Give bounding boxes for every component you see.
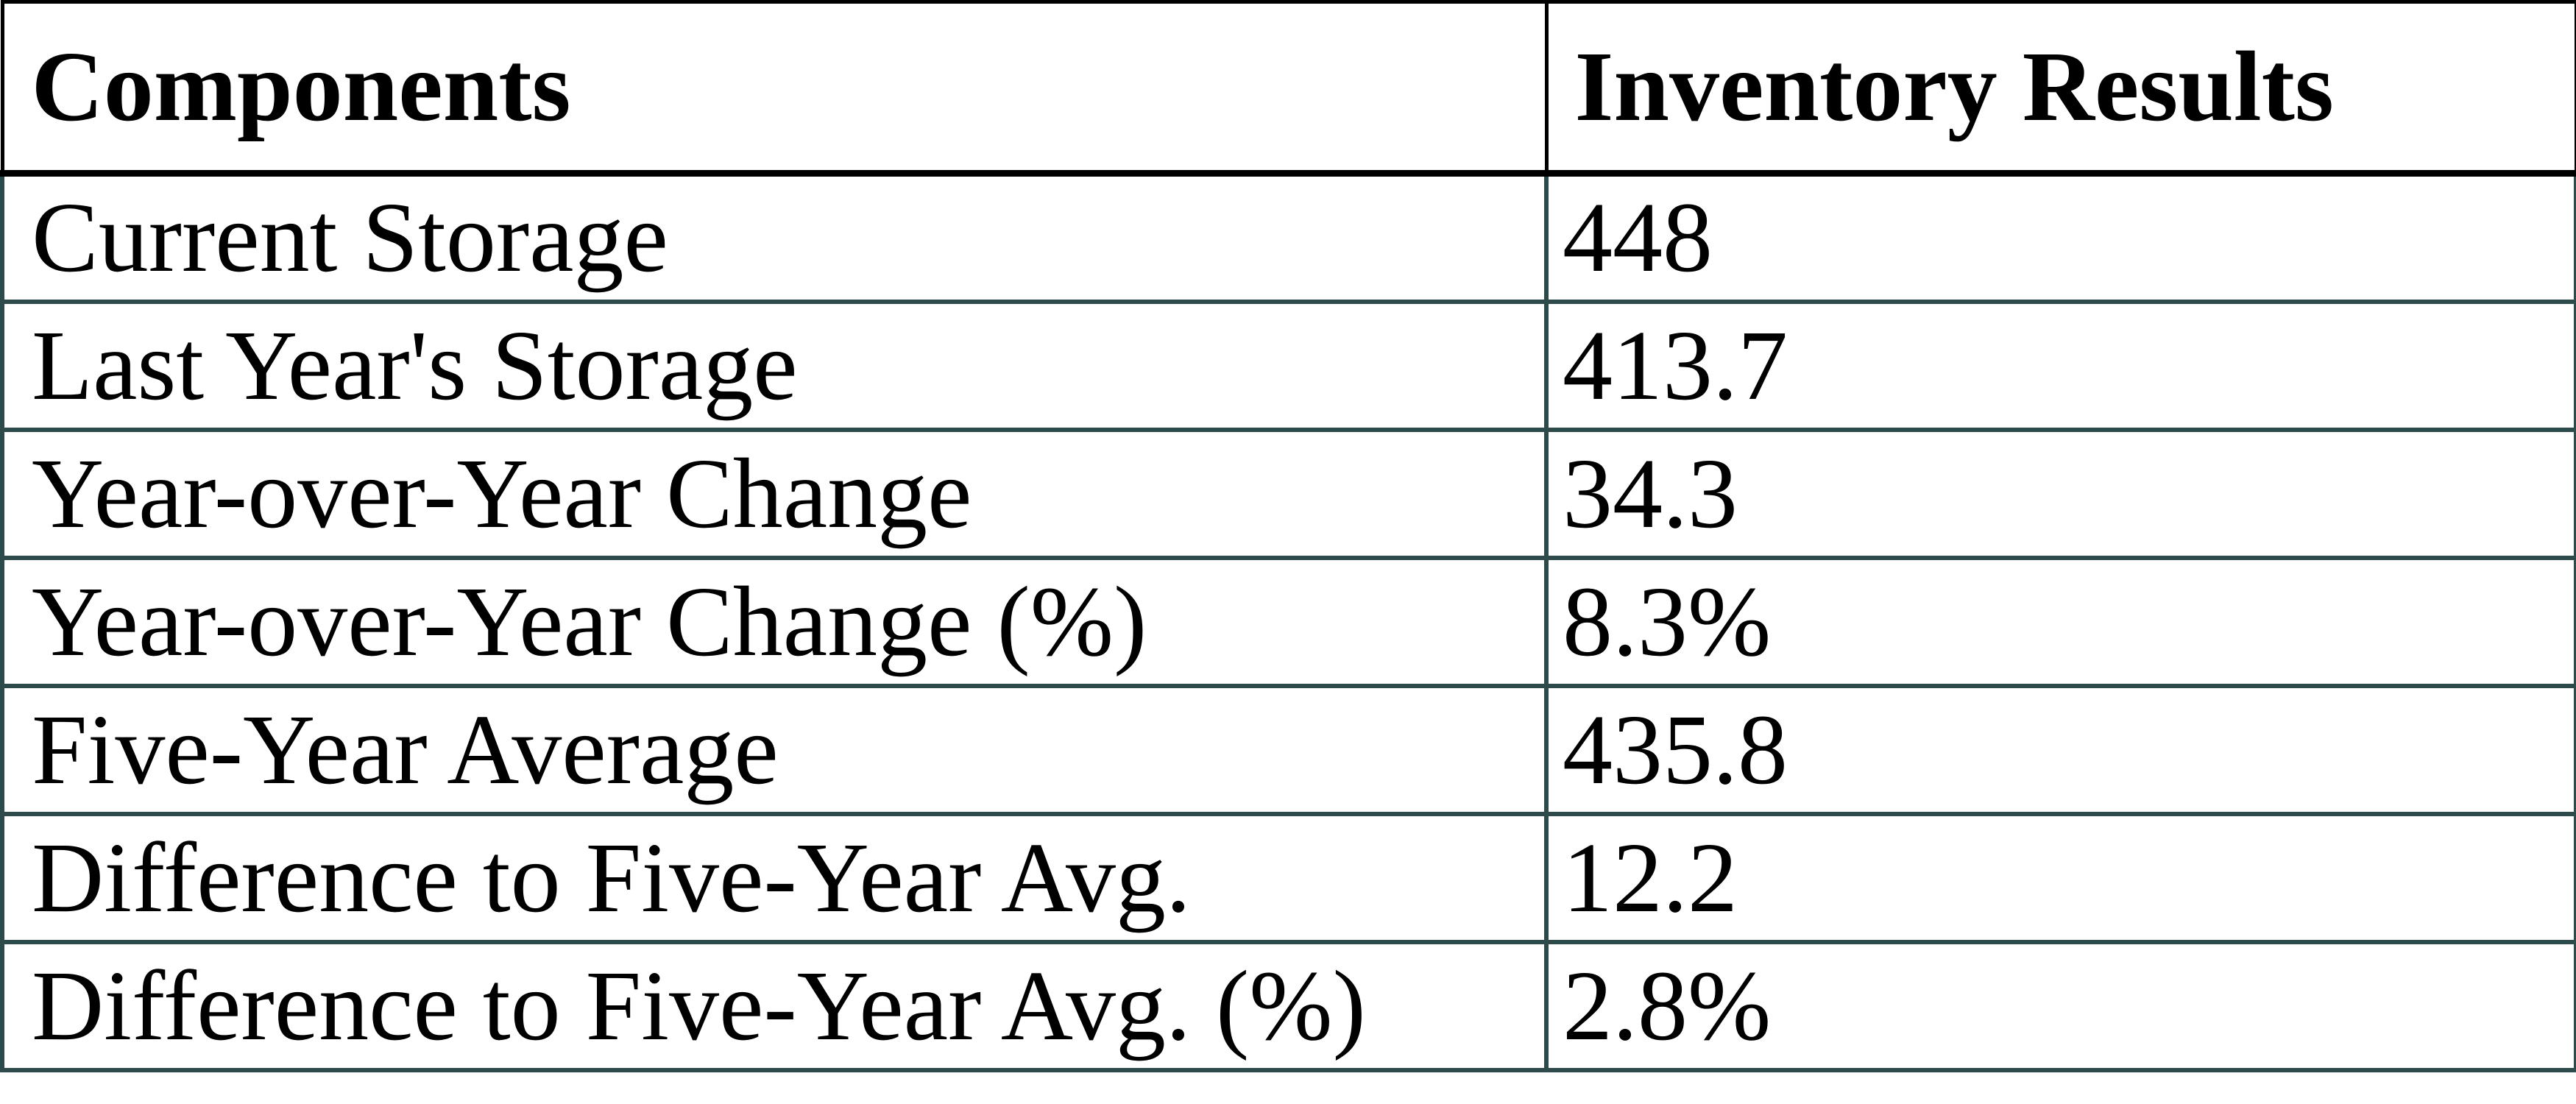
table-row: Last Year's Storage 413.7 xyxy=(0,299,2576,432)
value-cell: 413.7 xyxy=(1544,299,2576,432)
table-row: Year-over-Year Change (%) 8.3% xyxy=(0,555,2576,688)
column-header-inventory-results: Inventory Results xyxy=(1544,0,2576,177)
value-cell: 2.8% xyxy=(1544,939,2576,1072)
value-cell: 34.3 xyxy=(1544,427,2576,560)
table-row: Difference to Five-Year Avg. (%) 2.8% xyxy=(0,939,2576,1072)
value-cell: 8.3% xyxy=(1544,555,2576,688)
table-header-row: Components Inventory Results xyxy=(0,0,2576,177)
table-row: Five-Year Average 435.8 xyxy=(0,683,2576,816)
table-row: Difference to Five-Year Avg. 12.2 xyxy=(0,811,2576,944)
component-cell: Year-over-Year Change (%) xyxy=(0,555,1549,688)
component-cell: Difference to Five-Year Avg. (%) xyxy=(0,939,1549,1072)
value-cell: 435.8 xyxy=(1544,683,2576,816)
column-header-components: Components xyxy=(0,0,1549,177)
table-row: Year-over-Year Change 34.3 xyxy=(0,427,2576,560)
component-cell: Current Storage xyxy=(0,171,1549,304)
value-cell: 12.2 xyxy=(1544,811,2576,944)
component-cell: Difference to Five-Year Avg. xyxy=(0,811,1549,944)
inventory-results-table: Components Inventory Results Current Sto… xyxy=(0,0,2576,1072)
component-cell: Five-Year Average xyxy=(0,683,1549,816)
component-cell: Last Year's Storage xyxy=(0,299,1549,432)
component-cell: Year-over-Year Change xyxy=(0,427,1549,560)
value-cell: 448 xyxy=(1544,171,2576,304)
table-row: Current Storage 448 xyxy=(0,171,2576,304)
